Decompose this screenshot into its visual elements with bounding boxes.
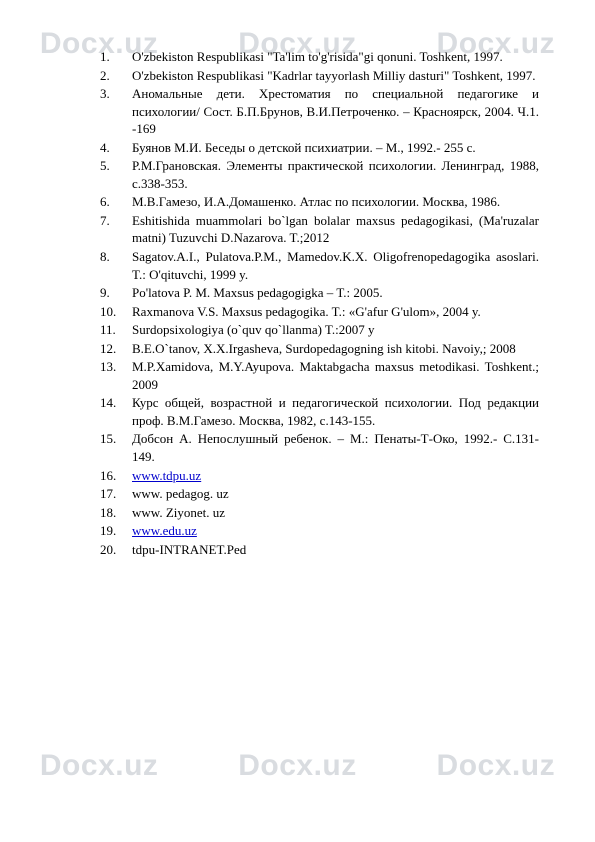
reference-text: Курс общей, возрастной и педагогической … (132, 394, 539, 429)
reference-link[interactable]: www.tdpu.uz (132, 468, 201, 483)
reference-text: Буянов М.И. Беседы о детской психиатрии.… (132, 139, 539, 157)
reference-text: O'zbekiston Respublikasi "Ta'lim to'g'ri… (132, 48, 539, 66)
reference-item: 15.Добсон А. Непослушный ребенок. – М.: … (72, 430, 539, 465)
reference-number: 15. (72, 430, 132, 465)
reference-text: www. Ziyonet. uz (132, 504, 539, 522)
reference-number: 10. (72, 303, 132, 321)
reference-item: 7.Eshitishida muammolari bo`lgan bolalar… (72, 212, 539, 247)
reference-number: 17. (72, 485, 132, 503)
reference-number: 20. (72, 541, 132, 559)
reference-item: 1.O'zbekiston Respublikasi "Ta'lim to'g'… (72, 48, 539, 66)
reference-number: 16. (72, 467, 132, 485)
reference-text: Добсон А. Непослушный ребенок. – М.: Пен… (132, 430, 539, 465)
watermark-text: Docx.uz (437, 746, 556, 787)
reference-item: 12.B.E.O`tanov, X.X.Irgasheva, Surdopeda… (72, 340, 539, 358)
reference-text: Р.М.Грановская. Элементы практической пс… (132, 157, 539, 192)
reference-number: 9. (72, 284, 132, 302)
watermark-bottom: Docx.uz Docx.uz Docx.uz (0, 746, 595, 787)
reference-item: 11.Surdopsixologiya (o`quv qo`llanma) T.… (72, 321, 539, 339)
reference-item: 8.Sagatov.A.I., Pulatova.P.M., Mamedov.K… (72, 248, 539, 283)
reference-item: 18.www. Ziyonet. uz (72, 504, 539, 522)
reference-text: Аномальные дети. Хрестоматия по специаль… (132, 85, 539, 138)
reference-text: www.tdpu.uz (132, 467, 539, 485)
reference-number: 8. (72, 248, 132, 283)
reference-item: 13.M.P.Xamidova, M.Y.Ayupova. Maktabgach… (72, 358, 539, 393)
reference-number: 19. (72, 522, 132, 540)
reference-item: 4.Буянов М.И. Беседы о детской психиатри… (72, 139, 539, 157)
reference-list: 1.O'zbekiston Respublikasi "Ta'lim to'g'… (72, 48, 539, 558)
reference-text: Raxmanova V.S. Maxsus pedagogika. T.: «G… (132, 303, 539, 321)
reference-number: 12. (72, 340, 132, 358)
reference-number: 7. (72, 212, 132, 247)
reference-text: Eshitishida muammolari bo`lgan bolalar m… (132, 212, 539, 247)
reference-number: 11. (72, 321, 132, 339)
reference-number: 18. (72, 504, 132, 522)
watermark-text: Docx.uz (40, 746, 159, 787)
reference-text: tdpu-INTRANET.Ped (132, 541, 539, 559)
reference-number: 3. (72, 85, 132, 138)
reference-number: 5. (72, 157, 132, 192)
reference-text: Po'latova P. M. Maxsus pedagogigka – T.:… (132, 284, 539, 302)
reference-item: 9.Po'latova P. M. Maxsus pedagogigka – T… (72, 284, 539, 302)
reference-item: 2.O'zbekiston Respublikasi "Kadrlar tayy… (72, 67, 539, 85)
reference-text: www.edu.uz (132, 522, 539, 540)
reference-text: www. pedagog. uz (132, 485, 539, 503)
reference-item: 3.Аномальные дети. Хрестоматия по специа… (72, 85, 539, 138)
reference-item: 10.Raxmanova V.S. Maxsus pedagogika. T.:… (72, 303, 539, 321)
reference-number: 14. (72, 394, 132, 429)
reference-item: 5.Р.М.Грановская. Элементы практической … (72, 157, 539, 192)
reference-item: 14.Курс общей, возрастной и педагогическ… (72, 394, 539, 429)
reference-number: 1. (72, 48, 132, 66)
reference-text: O'zbekiston Respublikasi "Kadrlar tayyor… (132, 67, 539, 85)
watermark-text: Docx.uz (238, 746, 357, 787)
reference-text: Sagatov.A.I., Pulatova.P.M., Mamedov.K.X… (132, 248, 539, 283)
reference-number: 2. (72, 67, 132, 85)
reference-item: 6.М.В.Гамезо, И.А.Домашенко. Атлас по пс… (72, 193, 539, 211)
reference-item: 19.www.edu.uz (72, 522, 539, 540)
reference-item: 17.www. pedagog. uz (72, 485, 539, 503)
reference-number: 13. (72, 358, 132, 393)
reference-number: 6. (72, 193, 132, 211)
reference-text: M.P.Xamidova, M.Y.Ayupova. Maktabgacha m… (132, 358, 539, 393)
reference-text: B.E.O`tanov, X.X.Irgasheva, Surdopedagog… (132, 340, 539, 358)
reference-number: 4. (72, 139, 132, 157)
reference-text: М.В.Гамезо, И.А.Домашенко. Атлас по псих… (132, 193, 539, 211)
reference-text: Surdopsixologiya (o`quv qo`llanma) T.:20… (132, 321, 539, 339)
reference-link[interactable]: www.edu.uz (132, 523, 197, 538)
reference-item: 16.www.tdpu.uz (72, 467, 539, 485)
reference-item: 20.tdpu-INTRANET.Ped (72, 541, 539, 559)
